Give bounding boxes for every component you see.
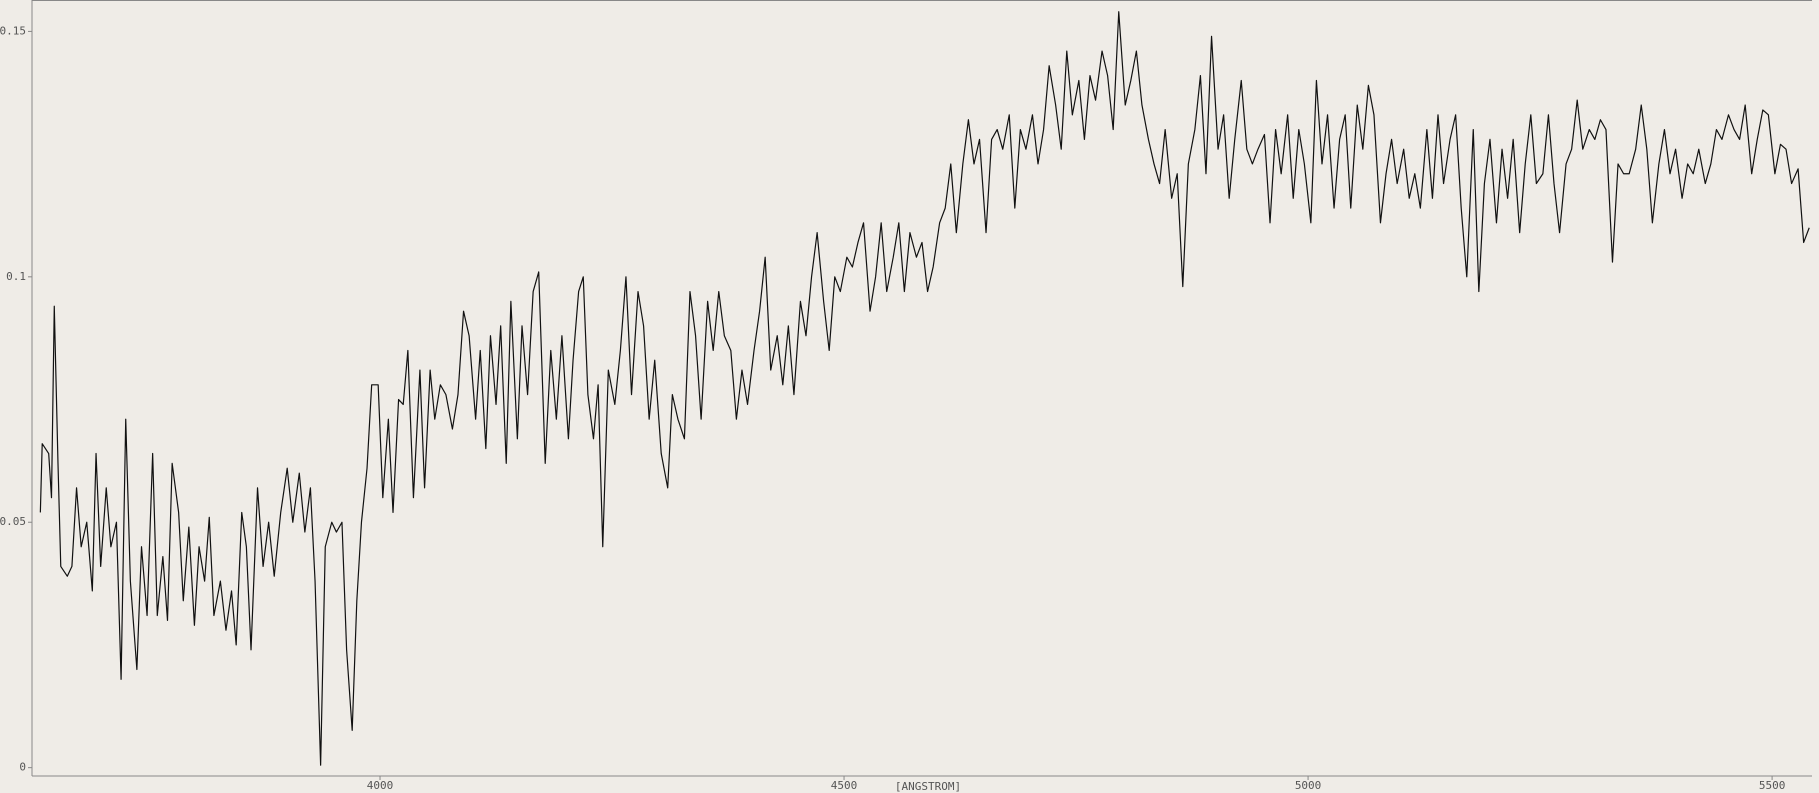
x-tick-label: 5500: [1759, 779, 1786, 792]
y-tick-label: 0.1: [6, 270, 26, 283]
y-tick-label: 0.15: [0, 24, 26, 37]
spectrum-line: [39, 11, 1810, 766]
y-tick-label: 0.05: [0, 515, 26, 528]
x-tick-label: 4500: [831, 779, 858, 792]
y-tick-label: 0: [19, 761, 26, 774]
x-axis-label: [ANGSTROM]: [895, 780, 961, 793]
x-tick-label: 5000: [1295, 779, 1322, 792]
x-tick-label: 4000: [367, 779, 394, 792]
